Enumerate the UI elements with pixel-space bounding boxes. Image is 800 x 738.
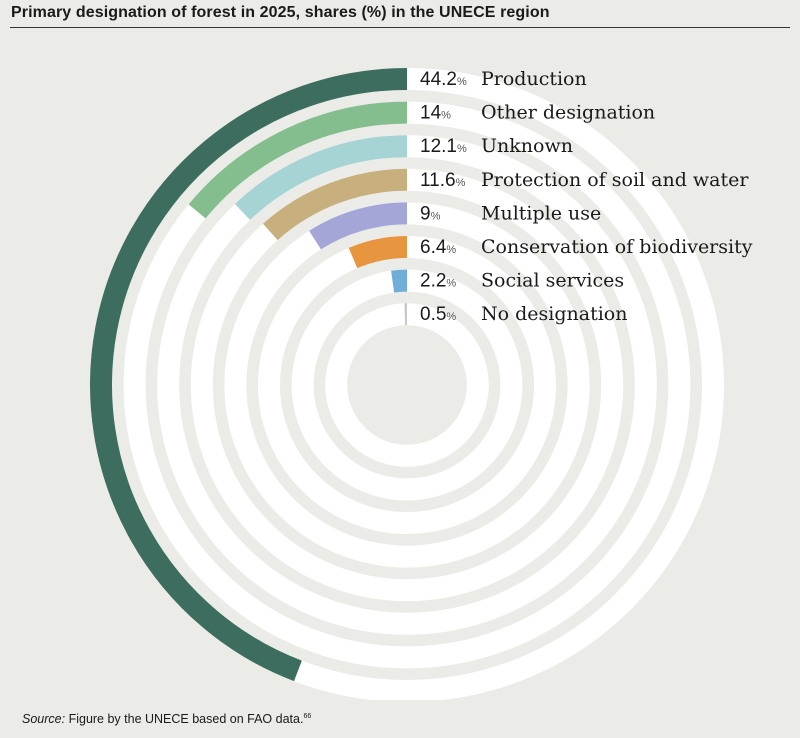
value-unit: % — [446, 278, 456, 290]
bar-conservation-of-biodiversity — [348, 236, 408, 269]
category-label-no-designation: No designation — [481, 303, 627, 325]
chart-title: Primary designation of forest in 2025, s… — [11, 4, 550, 21]
value-unit: % — [441, 110, 451, 122]
category-label-conservation-of-biodiversity: Conservation of biodiversity — [481, 236, 753, 258]
value-label-protection-of-soil-and-water: 11.6% — [420, 170, 466, 191]
bar-social-services — [391, 269, 408, 293]
source-note: Source: Figure by the UNECE based on FAO… — [22, 712, 311, 726]
value-label-social-services: 2.2% — [420, 271, 456, 292]
value-unit: % — [456, 177, 466, 189]
bar-multiple-use — [309, 202, 408, 250]
category-label-unknown: Unknown — [481, 135, 573, 157]
ring-labels: 44.2% Production 14% Other designation 12.1%… — [420, 68, 753, 325]
category-label-social-services: Social services — [481, 270, 624, 292]
radial-bar-chart: 44.2% Production 14% Other designation 12.1%… — [90, 68, 753, 700]
category-label-protection-of-soil-and-water: Protection of soil and water — [481, 169, 749, 191]
source-text: Figure by the UNECE based on FAO data. — [68, 712, 304, 726]
value-number: 14 — [420, 103, 442, 124]
ring-bars — [90, 68, 408, 682]
source-label: Source: — [22, 712, 66, 726]
value-label-production: 44.2% — [420, 69, 467, 90]
value-unit: % — [457, 76, 467, 88]
value-number: 2.2 — [420, 271, 446, 292]
bar-production — [90, 68, 408, 682]
value-number: 44.2 — [420, 69, 457, 90]
bar-protection-of-soil-and-water — [263, 168, 408, 241]
source-ref: 66 — [303, 712, 312, 720]
value-label-no-designation: 0.5% — [420, 304, 456, 325]
bar-unknown — [234, 135, 408, 220]
value-label-unknown: 12.1% — [420, 136, 467, 157]
value-label-multiple-use: 9% — [420, 203, 441, 224]
value-label-other-designation: 14% — [420, 103, 451, 124]
category-label-multiple-use: Multiple use — [481, 202, 601, 224]
bar-other-designation — [188, 101, 408, 219]
value-number: 0.5 — [420, 304, 446, 325]
value-number: 12.1 — [420, 136, 457, 157]
category-label-production: Production — [481, 68, 587, 90]
track-no-designation — [325, 303, 489, 467]
value-number: 11.6 — [420, 170, 456, 191]
value-unit: % — [457, 143, 467, 155]
value-unit: % — [446, 311, 456, 323]
category-label-other-designation: Other designation — [481, 102, 655, 124]
value-unit: % — [446, 244, 456, 256]
track-multiple-use — [224, 202, 590, 568]
value-number: 9 — [420, 203, 431, 224]
value-unit: % — [431, 210, 441, 222]
title-divider — [10, 27, 790, 28]
value-label-conservation-of-biodiversity: 6.4% — [420, 237, 456, 258]
value-number: 6.4 — [420, 237, 447, 258]
